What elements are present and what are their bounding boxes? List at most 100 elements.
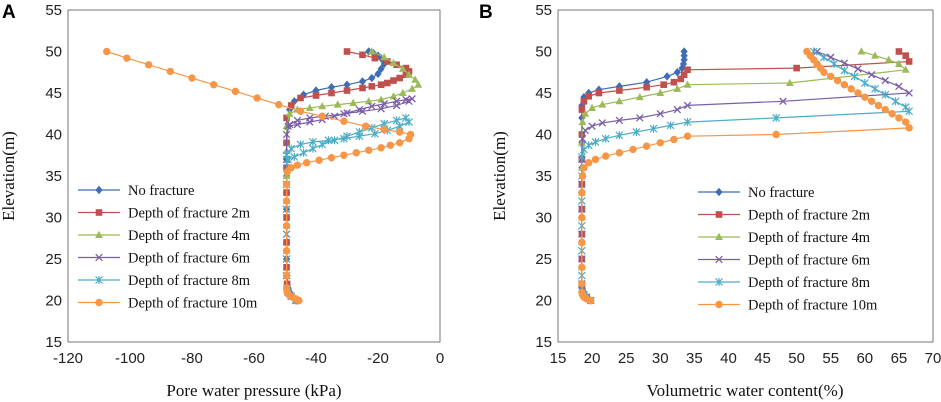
data-point — [380, 53, 389, 61]
data-point — [579, 145, 588, 154]
data-point — [380, 100, 388, 108]
x-tick-label-a: 0 — [436, 350, 444, 367]
data-point — [282, 222, 291, 230]
data-point — [368, 83, 376, 90]
x-axis-label-a: Pore water pressure (kPa) — [166, 381, 341, 400]
data-point — [364, 97, 373, 105]
data-point — [303, 159, 311, 167]
data-point — [585, 93, 592, 100]
data-point — [398, 64, 407, 72]
y-tick-label-a: 40 — [45, 127, 62, 144]
data-point — [683, 101, 692, 110]
data-point — [282, 247, 291, 255]
data-point — [327, 82, 336, 92]
data-point — [673, 68, 681, 77]
data-point — [643, 83, 650, 91]
legend-label: Depth of fracture 6m — [128, 251, 251, 267]
data-point — [663, 72, 671, 81]
series-a-4 — [282, 95, 416, 305]
data-point — [384, 58, 391, 65]
data-point — [901, 65, 910, 73]
series-a-3 — [282, 47, 423, 304]
y-tick-label-b: 45 — [535, 85, 552, 102]
legend-item: Depth of fracture 10m — [78, 296, 258, 312]
data-point — [591, 137, 600, 146]
data-point — [683, 80, 692, 88]
legend-item: Depth of fracture 6m — [698, 253, 871, 269]
data-point — [283, 114, 290, 122]
data-point — [293, 161, 302, 169]
data-point — [580, 98, 588, 105]
legend-marker — [715, 255, 723, 264]
data-point — [396, 128, 404, 136]
data-point — [595, 89, 603, 97]
data-point — [678, 63, 686, 73]
legend-label: Depth of fracture 10m — [128, 296, 258, 312]
legend-marker — [95, 298, 103, 307]
series-b-1 — [578, 47, 688, 305]
data-point — [616, 87, 623, 94]
data-point — [673, 84, 682, 92]
data-point — [854, 65, 862, 73]
data-point — [358, 77, 367, 86]
data-point — [772, 130, 780, 139]
data-point — [680, 55, 688, 64]
data-point — [333, 100, 342, 108]
data-point — [330, 136, 339, 145]
data-point — [389, 92, 398, 100]
data-point — [414, 80, 423, 88]
legend-marker — [95, 185, 103, 195]
data-point — [296, 107, 305, 115]
data-point — [895, 48, 903, 55]
data-point — [340, 109, 348, 118]
data-point — [340, 151, 348, 159]
data-point — [588, 122, 596, 130]
x-tick-label-b: 65 — [891, 350, 908, 367]
y-tick-label-a: 15 — [45, 334, 62, 351]
y-tick-label-b: 50 — [535, 44, 552, 61]
chart-a: 15 20 25 30 35 40 45 50 55 -120 -100 -80 -60 -40 -20 0… — [0, 2, 444, 400]
data-point — [905, 58, 913, 65]
data-point — [396, 139, 404, 147]
data-point — [295, 296, 303, 305]
data-point — [343, 48, 351, 55]
data-point — [318, 102, 327, 110]
data-point — [306, 114, 314, 122]
data-point — [188, 74, 196, 82]
legend-marker — [715, 278, 723, 286]
data-point — [380, 125, 388, 134]
data-point — [779, 97, 787, 106]
data-point — [343, 87, 351, 94]
legend-b: No fracture Depth of fracture 2m Depth of … — [698, 185, 878, 314]
data-point — [578, 188, 586, 197]
legend-item: No fracture — [698, 185, 814, 201]
data-point — [343, 80, 351, 89]
data-point — [377, 95, 385, 103]
data-point — [405, 70, 413, 78]
data-point — [371, 54, 379, 62]
data-point — [598, 100, 607, 108]
y-tick-label-a: 20 — [45, 293, 62, 310]
legend-a: No fracture Depth of fracture 2m Depth of … — [78, 183, 258, 312]
data-point — [656, 139, 664, 147]
legend-item: Depth of fracture 2m — [78, 206, 251, 222]
data-point — [282, 151, 291, 160]
data-point — [402, 64, 410, 72]
data-point — [684, 66, 691, 74]
data-point — [615, 97, 624, 105]
data-point — [584, 159, 593, 167]
data-point — [895, 114, 903, 122]
legend-item: Depth of fracture 10m — [698, 298, 878, 314]
legend-label: Depth of fracture 2m — [748, 208, 871, 224]
data-point — [635, 92, 644, 101]
data-point — [210, 81, 218, 89]
data-point — [123, 54, 131, 62]
legend-item: Depth of fracture 4m — [698, 230, 871, 246]
legend-marker — [715, 187, 723, 197]
data-point — [881, 105, 889, 114]
legend-item: Depth of fracture 8m — [78, 273, 251, 289]
y-tick-label-b: 25 — [535, 251, 552, 268]
data-point — [581, 126, 590, 135]
data-point — [308, 137, 317, 146]
data-point — [318, 112, 326, 120]
